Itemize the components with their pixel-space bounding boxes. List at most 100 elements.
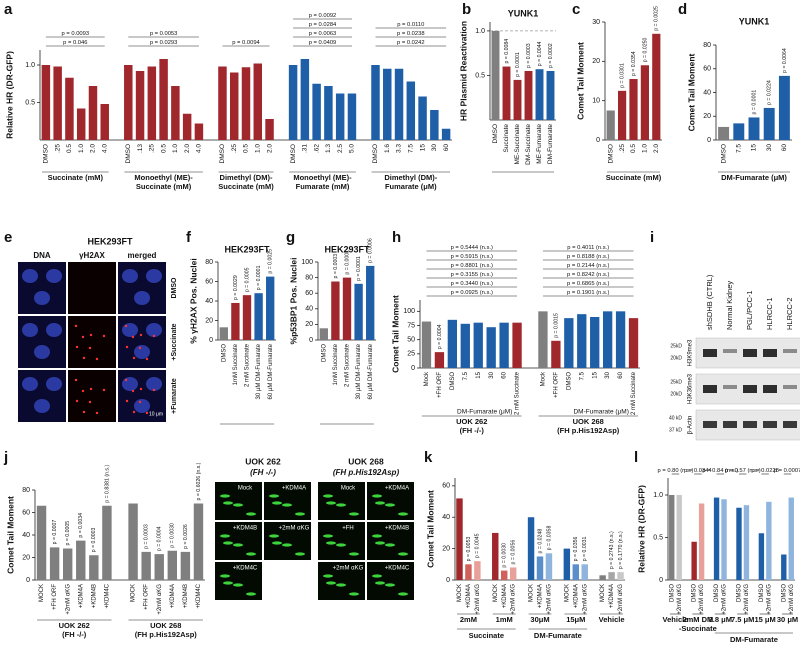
comet	[326, 581, 336, 585]
cell-label: Mock	[341, 486, 356, 492]
panel-title: HEK293FT	[324, 244, 370, 254]
panel-letter: k	[424, 449, 433, 466]
cell-label: +KDM4C	[385, 566, 410, 572]
bar	[89, 555, 99, 580]
group-label: (FH -/-)	[460, 426, 485, 435]
comet	[349, 552, 359, 556]
comparison-label: p = 0.0284	[309, 22, 337, 28]
focus	[82, 356, 86, 360]
column-label: γH2AX	[79, 251, 105, 260]
comparison-label: p = 0.3155 (n.s.)	[451, 272, 493, 278]
x-tick-label: +2mM αKG	[677, 584, 683, 615]
group-label: UOK 268	[150, 621, 181, 630]
x-tick-label: 2.0	[90, 144, 97, 153]
comparison-label: p = 0.0063	[309, 31, 337, 37]
blot-band	[763, 385, 777, 393]
group-label: Succinate (mM)	[48, 173, 104, 182]
focus	[124, 324, 128, 328]
comet	[323, 494, 333, 498]
x-tick-label: 1.0	[78, 144, 85, 153]
x-tick-label: DMSO	[43, 144, 50, 164]
y-tick-label: 50	[407, 337, 415, 344]
x-tick-label: 1.3	[325, 144, 332, 153]
bar	[347, 93, 357, 140]
value-label: p = 0.0354	[631, 51, 637, 76]
column-label: DNA	[33, 251, 51, 260]
bar	[266, 276, 275, 340]
value-label: p = 0.0015	[553, 313, 559, 338]
bar	[441, 128, 451, 140]
focus	[102, 388, 106, 392]
comet	[295, 552, 305, 556]
lane-label: Normal Kidney	[725, 281, 734, 330]
group-label: Monoethyl (ME)-	[134, 173, 193, 182]
x-tick-label: 2 mM Succinate	[245, 343, 251, 387]
nucleus	[146, 269, 162, 283]
cell-label: +2mM αKG	[279, 526, 310, 532]
bar	[300, 59, 310, 140]
focus	[138, 400, 142, 404]
blot-band	[723, 421, 737, 428]
bar	[608, 572, 615, 580]
x-tick-label: 0.5	[243, 144, 250, 153]
value-label: p = 0.0001	[751, 90, 757, 115]
group-label: 7.5 μM	[731, 615, 754, 624]
group-label: 15μM	[566, 615, 585, 624]
value-label: p = 0.0031	[582, 537, 588, 562]
blot-band	[743, 349, 757, 357]
focus	[75, 399, 79, 403]
comparison-label: p = 0.0409	[309, 40, 337, 46]
bar	[421, 321, 432, 368]
x-tick-label: DMSO	[669, 584, 675, 602]
value-label: p = 0.0250	[642, 37, 648, 62]
focus	[124, 378, 128, 382]
bar	[629, 79, 638, 140]
bar	[102, 505, 112, 580]
x-tick-label: +KDM4A	[170, 584, 176, 608]
y-tick-label: 0	[309, 337, 313, 344]
row-label: +Succinate	[171, 323, 178, 360]
comparison-label: p = 0.0238	[397, 31, 425, 37]
y-axis-label: Comet Tail Moment	[575, 42, 585, 120]
x-tick-label: 60	[502, 371, 508, 378]
value-label: p = 0.0001	[256, 265, 262, 290]
image-title: UOK 262	[245, 456, 281, 466]
cell-label: +KDM4B	[233, 526, 257, 532]
group-label: Succinate (mM)	[218, 182, 274, 191]
cell-label: +2mM αKG	[333, 566, 364, 572]
bar	[447, 319, 458, 368]
row-label: +Fumarate	[171, 378, 178, 414]
parent-label: Succinate	[469, 631, 504, 640]
x-tick-label: .25	[54, 144, 61, 153]
y-tick-label: 80	[703, 42, 711, 49]
x-tick-label: +KDM4C	[105, 583, 111, 608]
comet	[326, 541, 336, 545]
group-label: UOK 262	[59, 621, 90, 630]
bar	[606, 110, 615, 140]
group-label: UOK 268	[573, 417, 604, 426]
value-label: p = 0.0002	[548, 43, 554, 68]
x-tick-label: +FH ORF	[437, 372, 443, 398]
x-tick-label: 30 µM DM-Fumarate	[356, 343, 362, 399]
x-tick-label: 1mM Succinate	[333, 343, 339, 385]
x-tick-label: Mock	[541, 371, 547, 386]
x-tick-label: +KDM4A	[502, 584, 508, 608]
x-tick-label: 0.5	[66, 144, 73, 153]
panel-letter: a	[4, 1, 13, 18]
comet	[375, 541, 385, 545]
y-tick-label: 0.5	[25, 99, 35, 106]
comet	[336, 583, 346, 587]
nucleus	[122, 269, 138, 283]
lane-label: HLRCC-2	[785, 297, 794, 330]
focus	[81, 389, 85, 393]
value-label: p = 0.0356	[573, 537, 579, 562]
x-tick-label: DMSO	[290, 144, 297, 164]
comet	[269, 534, 279, 538]
comet	[295, 512, 305, 516]
size-marker: 37 kD	[669, 427, 682, 433]
y-tick-label: 0.5	[475, 72, 485, 79]
bar	[460, 323, 470, 368]
group-label: 30 μM	[777, 615, 798, 624]
value-label: p = 0.0001	[356, 256, 362, 281]
x-tick-label: +KDM4A	[538, 584, 544, 608]
